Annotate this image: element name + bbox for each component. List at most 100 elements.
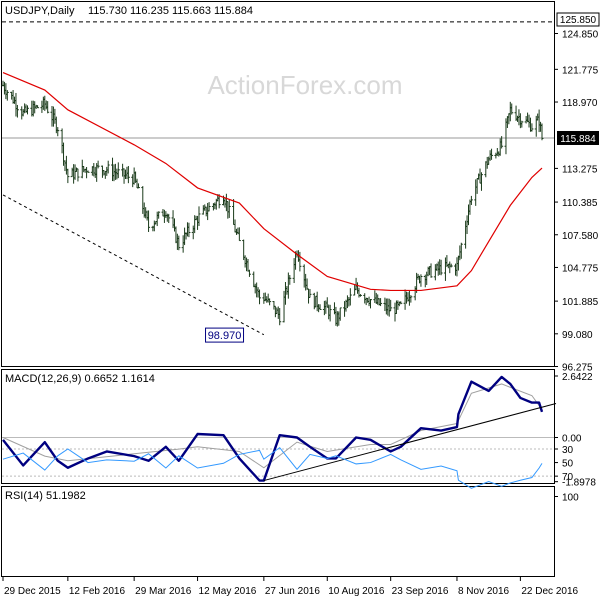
low-annotation-box	[205, 327, 245, 343]
price-bar	[348, 288, 352, 306]
price-bar	[187, 222, 191, 238]
x-tick-label: 10 Aug 2016	[328, 586, 385, 597]
price-bar	[15, 104, 19, 118]
price-bar	[147, 210, 151, 232]
price-bar	[207, 202, 211, 212]
price-bar	[197, 206, 201, 227]
price-bar	[389, 299, 393, 312]
price-title-ohlc: 115.730 116.235 115.663 115.884	[88, 5, 253, 17]
price-bar	[96, 160, 100, 169]
x-tick-label: 23 Sep 2016	[392, 586, 449, 597]
price-bar	[126, 166, 130, 184]
macd-title: MACD(12,26,9) 0.6652 1.1614	[5, 373, 155, 385]
rsi-series	[2, 446, 543, 489]
price-bar	[26, 105, 29, 115]
price-bar	[358, 294, 362, 297]
price-bar	[308, 288, 312, 298]
price-bar	[268, 298, 272, 306]
x-tick-label: 8 Nov 2016	[458, 586, 510, 597]
price-bar	[369, 299, 372, 309]
x-tick-label: 12 Feb 2016	[69, 586, 126, 597]
price-bar	[167, 213, 171, 224]
price-bar	[76, 168, 80, 182]
price-bar	[106, 160, 110, 174]
macd-trendline	[263, 403, 557, 482]
price-bar	[540, 123, 544, 141]
price-bar	[56, 127, 60, 137]
level-badge: 125.850	[556, 12, 600, 27]
low-annotation: 98.970	[205, 327, 245, 343]
level-badge-label: 125.850	[560, 15, 597, 26]
price-bar	[177, 235, 181, 251]
rsi-panel-frame	[1, 486, 555, 577]
x-tick-label: 22 Dec 2016	[521, 586, 578, 597]
price-bar	[379, 298, 383, 307]
current-price-badge-box	[557, 130, 599, 145]
price-bar	[429, 263, 433, 278]
price-bar	[258, 289, 262, 305]
rsi-line	[2, 446, 543, 489]
price-y-tick: 96.275	[562, 363, 593, 374]
price-title: USDJPY,Daily 115.730 116.235 115.663 115…	[5, 5, 253, 17]
price-bar	[520, 120, 524, 128]
price-bar	[409, 295, 413, 303]
price-y-tick: 124.850	[562, 30, 599, 41]
price-bar	[419, 274, 423, 287]
price-bar	[479, 172, 483, 191]
price-bar	[278, 308, 282, 326]
axis-labels: 124.850 121.775 118.970 113.275 110.385 107.5…	[2, 30, 599, 597]
x-tick-label: 27 Jun 2016	[265, 586, 320, 597]
price-overlays	[2, 71, 543, 336]
macd-y-tick: -1.8978	[562, 478, 596, 489]
price-bar	[5, 90, 9, 101]
price-bar	[500, 136, 504, 149]
price-bar	[449, 263, 453, 268]
price-bar	[36, 105, 40, 109]
price-panel-frame	[1, 1, 555, 367]
price-y-tick: 110.385	[562, 198, 598, 209]
current-price-badge: 115.884	[557, 130, 599, 145]
low-annotation-label: 98.970	[208, 330, 242, 342]
price-bar	[66, 168, 70, 184]
level-badge-box	[556, 12, 600, 27]
price-bar	[136, 183, 140, 189]
price-bar	[490, 148, 494, 160]
macd-y-tick: 2.6422	[562, 372, 593, 383]
x-tick-label: 29 Dec 2015	[4, 586, 61, 597]
rsi-y-tick: 30	[562, 445, 574, 456]
price-y-tick: 104.775	[562, 263, 599, 274]
price-bar	[399, 301, 403, 305]
price-y-tick: 101.885	[562, 297, 599, 308]
price-y-tick: 107.580	[562, 231, 599, 242]
price-y-tick: 121.775	[562, 65, 599, 76]
price-bar	[530, 123, 534, 132]
price-bar	[217, 194, 221, 209]
x-tick-label: 29 Mar 2016	[135, 586, 192, 597]
price-bar	[157, 211, 161, 219]
watermark: ActionForex.com	[207, 70, 402, 100]
price-bar	[86, 170, 90, 173]
macd-series	[2, 375, 557, 482]
price-bar	[338, 307, 342, 321]
rsi-title: RSI(14) 51.1982	[5, 490, 86, 502]
price-bar	[439, 259, 443, 276]
price-y-tick: 118.970	[562, 98, 598, 109]
price-bar	[328, 304, 332, 322]
price-bar	[237, 227, 241, 242]
moving-average-line	[2, 71, 543, 292]
price-title-symbol: USDJPY,Daily	[5, 5, 75, 17]
price-bar	[46, 101, 50, 114]
price-y-tick: 113.275	[562, 164, 598, 175]
macd-line	[2, 375, 544, 482]
current-price-badge-label: 115.884	[560, 134, 596, 145]
macd-panel-frame	[1, 369, 555, 484]
price-bar	[227, 199, 231, 218]
price-bar	[298, 251, 302, 272]
macd-y-tick: 0.00	[562, 434, 582, 445]
price-y-tick: 99.080	[562, 330, 593, 341]
price-bar	[288, 275, 292, 285]
rsi-y-tick: 70	[562, 472, 574, 483]
price-bar	[469, 195, 473, 205]
